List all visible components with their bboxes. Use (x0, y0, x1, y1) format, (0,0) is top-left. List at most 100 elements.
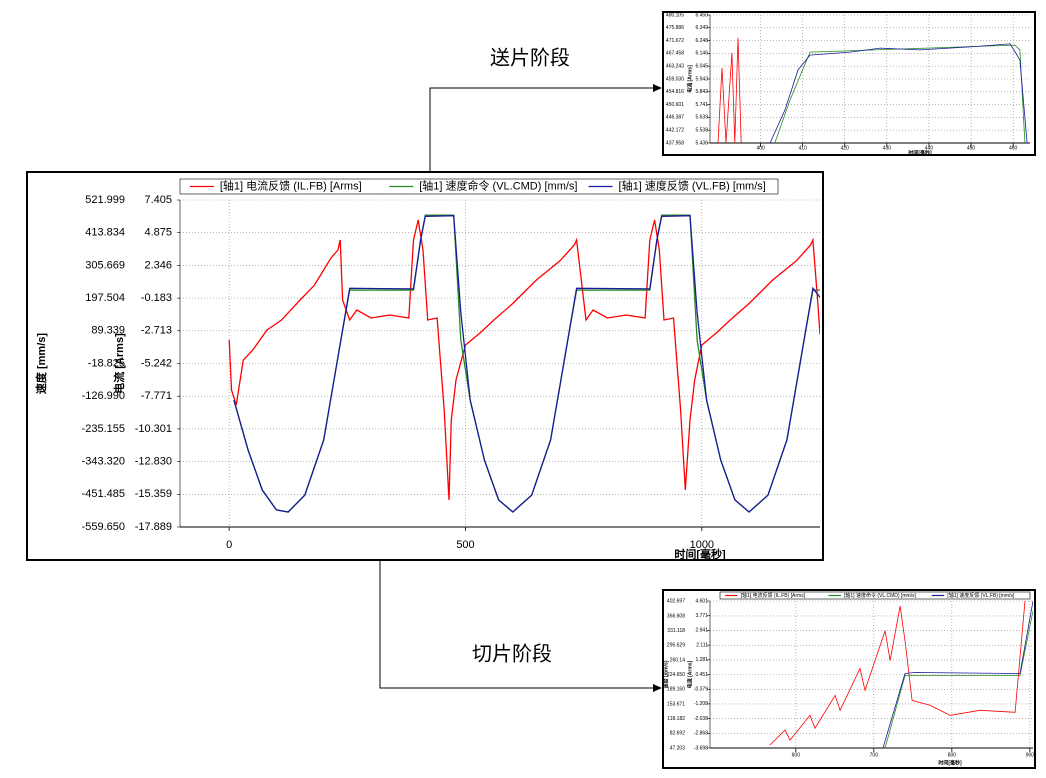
annotation: 送片阶段 (490, 47, 570, 70)
legend-label: [轴1] 速度反馈 (VL.FB) [mm/s] (619, 178, 766, 192)
y2-tick-label: 6.450 (695, 12, 708, 18)
y2-tick-label: -0.379 (694, 687, 708, 693)
series-line (717, 37, 742, 143)
y2-axis-title: 电流 [Arms] (686, 660, 693, 688)
y2-tick-label: -5.242 (141, 357, 172, 369)
plot-area (769, 601, 1033, 748)
y2-tick-label: -2.868 (694, 731, 708, 737)
series-line (769, 601, 1026, 746)
legend-label: [轴1] 速度反馈 (VL.FB) [mm/s] (947, 592, 1015, 599)
x-tick-label: 440 (925, 145, 934, 151)
y2-axis-title: 电流 [Arms] (112, 333, 126, 394)
x-tick-label: 430 (883, 145, 892, 151)
series-line (228, 219, 820, 501)
y-axis-title: 速度 [mm/s] (662, 660, 669, 688)
y2-tick-label: 6.349 (695, 25, 708, 31)
y2-tick-label: -2.713 (141, 325, 172, 337)
y-tick-label: 224.650 (667, 672, 685, 678)
y2-tick-label: 5.639 (695, 115, 708, 121)
y-tick-label: -343.320 (82, 456, 125, 468)
x-tick-label: 460 (1009, 145, 1018, 151)
y-tick-label: 402.697 (667, 598, 685, 604)
series-line (884, 610, 1033, 748)
plot-area (228, 214, 820, 513)
y2-tick-label: 2.111 (696, 642, 708, 648)
legend-label: [轴1] 速度命令 (VL.CMD) [mm/s] (844, 592, 917, 599)
y2-tick-label: 5.436 (695, 140, 708, 146)
y-tick-label: 189.160 (667, 687, 685, 693)
y-axis-title: 速度 [mm/s] (34, 333, 48, 394)
y2-tick-label: -0.183 (141, 292, 172, 304)
y2-tick-label: 4.875 (144, 227, 172, 239)
y-tick-label: 467.458 (666, 51, 684, 57)
y-tick-label: 437.958 (666, 140, 684, 146)
legend-box (719, 591, 1031, 600)
y2-tick-label: -12.830 (135, 456, 172, 468)
y2-tick-label: -15.359 (135, 488, 172, 500)
y2-tick-label: -3.698 (694, 745, 708, 751)
y-tick-label: 450.601 (666, 102, 684, 108)
y-tick-label: 82.692 (670, 731, 686, 737)
y-tick-label: 260.14 (670, 657, 686, 663)
legend-label: [轴1] 电流反馈 (IL.FB) [Arms] (220, 178, 362, 192)
y-tick-label: 471.672 (666, 38, 684, 44)
x-tick-label: 1000 (690, 539, 714, 551)
y-tick-label: 47.203 (670, 745, 686, 751)
y-tick-label: 454.816 (666, 89, 684, 95)
x-tick-label: 500 (456, 539, 474, 551)
y2-tick-label: 5.741 (695, 102, 708, 108)
y2-tick-label: 6.146 (695, 51, 708, 57)
arrow-head (653, 684, 662, 692)
x-axis-title: 时间[毫秒] (674, 547, 726, 561)
y2-tick-label: -10.301 (135, 423, 172, 435)
x-axis-title: 时间[毫秒] (908, 149, 932, 156)
y-tick-label: 475.886 (666, 25, 684, 31)
y2-tick-label: -2.038 (694, 716, 708, 722)
y2-tick-label: 3.771 (695, 613, 708, 619)
x-tick-label: 900 (1026, 752, 1035, 758)
chart-frame (662, 589, 1036, 769)
y2-tick-label: 5.943 (695, 76, 708, 82)
y2-axis-title: 电流 [Arms] (686, 65, 693, 93)
x-axis-title: 时间[毫秒] (938, 759, 962, 766)
y2-tick-label: -7.771 (141, 390, 172, 402)
x-tick-label: 410 (798, 145, 807, 151)
y-tick-label: 331.118 (667, 628, 685, 634)
x-tick-label: 420 (841, 145, 850, 151)
y-tick-label: 366.608 (667, 613, 685, 619)
y-tick-label: -126.990 (82, 390, 125, 402)
y2-tick-label: 4.601 (695, 598, 708, 604)
y-tick-label: 118.182 (667, 716, 685, 722)
y-tick-label: 442.172 (666, 128, 684, 134)
y2-tick-label: 6.045 (695, 63, 708, 69)
x-tick-label: 0 (226, 539, 232, 551)
legend-label: [轴1] 电流反馈 (IL.FB) [Arms] (741, 592, 806, 599)
x-tick-label: 800 (948, 752, 957, 758)
plot-area (717, 37, 1028, 143)
y-tick-label: 153.671 (667, 701, 685, 707)
y-tick-label: -18.825 (88, 357, 125, 369)
y-tick-label: -235.155 (82, 423, 125, 435)
y-tick-label: -451.485 (82, 488, 125, 500)
arrow-head (653, 84, 662, 92)
y-tick-label: 459.030 (666, 76, 684, 82)
y2-tick-label: 5.538 (695, 127, 708, 133)
y-tick-label: 305.669 (85, 259, 125, 271)
y-tick-label: 413.834 (85, 227, 125, 239)
legend-label: [轴1] 速度命令 (VL.CMD) [mm/s] (419, 178, 577, 192)
y2-tick-label: 2.346 (144, 259, 172, 271)
y2-tick-label: -1.208 (694, 701, 708, 707)
x-tick-label: 400 (756, 145, 765, 151)
y2-tick-label: 1.281 (695, 657, 708, 663)
series-line (233, 215, 820, 513)
y2-tick-label: -17.889 (135, 521, 172, 533)
y-tick-label: 197.504 (85, 292, 125, 304)
y-tick-label: -559.650 (82, 521, 125, 533)
x-tick-label: 450 (967, 145, 976, 151)
y-tick-label: 89.339 (91, 325, 125, 337)
y2-tick-label: 0.451 (695, 672, 708, 678)
y-tick-label: 521.999 (85, 194, 125, 206)
y2-tick-label: 2.941 (695, 628, 708, 634)
